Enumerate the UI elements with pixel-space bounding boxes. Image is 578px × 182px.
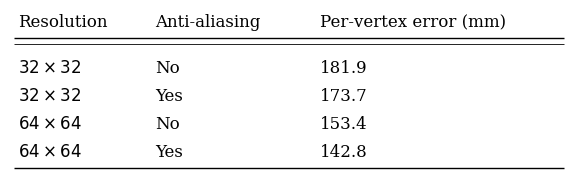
Text: 181.9: 181.9 — [320, 60, 368, 77]
Text: $32 \times 32$: $32 \times 32$ — [18, 88, 81, 105]
Text: 153.4: 153.4 — [320, 116, 368, 133]
Text: Yes: Yes — [155, 144, 183, 161]
Text: Resolution: Resolution — [18, 14, 108, 31]
Text: Per-vertex error (mm): Per-vertex error (mm) — [320, 14, 506, 31]
Text: Yes: Yes — [155, 88, 183, 105]
Text: $64 \times 64$: $64 \times 64$ — [18, 144, 81, 161]
Text: No: No — [155, 60, 180, 77]
Text: $64 \times 64$: $64 \times 64$ — [18, 116, 81, 133]
Text: $32 \times 32$: $32 \times 32$ — [18, 60, 81, 77]
Text: Anti-aliasing: Anti-aliasing — [155, 14, 260, 31]
Text: 173.7: 173.7 — [320, 88, 368, 105]
Text: 142.8: 142.8 — [320, 144, 368, 161]
Text: No: No — [155, 116, 180, 133]
